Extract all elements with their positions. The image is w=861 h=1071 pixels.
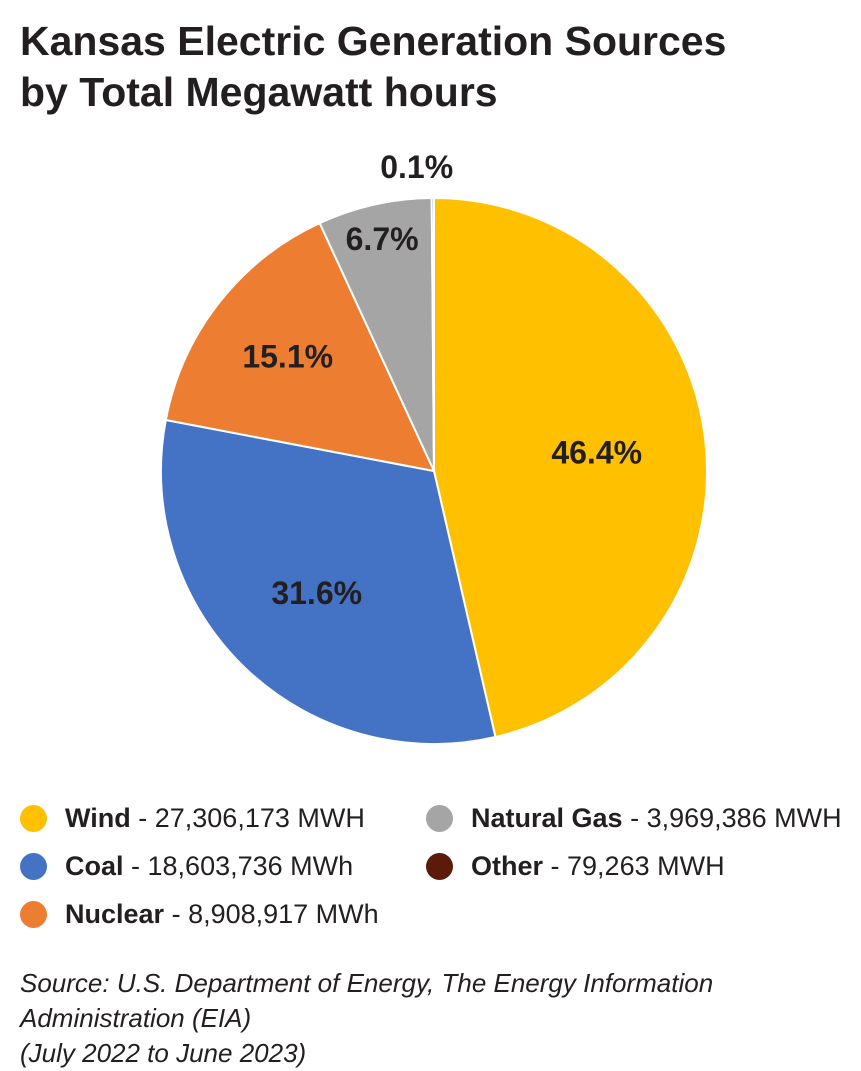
pie-slice-coal — [160, 419, 497, 745]
source-note: Source: U.S. Department of Energy, The E… — [20, 966, 850, 1071]
source-line-1: Source: U.S. Department of Energy, The E… — [20, 968, 714, 1033]
source-line-2: (July 2022 to June 2023) — [20, 1038, 307, 1068]
legend-value-nuclear: 8,908,917 MWh — [188, 899, 379, 929]
legend-separator: - — [543, 851, 568, 881]
chart-title: Kansas Electric Generation Sources by To… — [20, 16, 850, 118]
legend-value-other: 79,263 MWH — [567, 851, 725, 881]
legend-dot-natural-gas — [426, 804, 453, 832]
chart-title-line-1: Kansas Electric Generation Sources — [20, 18, 727, 64]
legend-separator: - — [622, 803, 647, 833]
legend-value-coal: 18,603,736 MWh — [147, 851, 354, 881]
slice-label-coal: 31.6% — [271, 575, 362, 611]
legend-item-other: Other - 79,263 MWH — [426, 846, 725, 886]
legend-dot-wind — [20, 804, 47, 832]
chart-title-line-2: by Total Megawatt hours — [20, 69, 498, 115]
pie-slice-other — [430, 197, 435, 472]
legend-dot-nuclear — [20, 900, 47, 928]
legend-dot-other — [426, 852, 453, 880]
legend-name-nuclear: Nuclear — [65, 899, 165, 929]
legend-separator: - — [164, 899, 189, 929]
legend-item-nuclear: Nuclear - 8,908,917 MWh — [20, 894, 379, 934]
legend-name-coal: Coal — [65, 851, 124, 881]
slice-label-wind: 46.4% — [551, 434, 642, 470]
legend-name-other: Other — [471, 851, 544, 881]
pie-slice-nuclear — [164, 222, 435, 472]
legend-dot-coal — [20, 852, 47, 880]
legend-name-wind: Wind — [65, 803, 131, 833]
slice-label-other: 0.1% — [380, 149, 453, 185]
legend-item-natural-gas: Natural Gas - 3,969,386 MWH — [426, 798, 842, 838]
legend-item-wind: Wind - 27,306,173 MWH — [20, 798, 365, 838]
legend-value-wind: 27,306,173 MWH — [154, 803, 365, 833]
legend-item-coal: Coal - 18,603,736 MWh — [20, 846, 353, 886]
pie-chart: 46.4% 31.6% 15.1% 6.7% 0.1% — [160, 149, 708, 745]
pie-slice-natural-gas — [318, 197, 435, 472]
legend-name-natural-gas: Natural Gas — [471, 803, 623, 833]
legend: Wind - 27,306,173 MWH Coal - 18,603,736 … — [20, 795, 850, 945]
slice-label-natural-gas: 6.7% — [346, 221, 419, 257]
pie-slice-wind — [433, 197, 708, 738]
legend-separator: - — [130, 803, 155, 833]
legend-separator: - — [123, 851, 148, 881]
slice-label-nuclear: 15.1% — [242, 339, 333, 375]
legend-value-natural-gas: 3,969,386 MWH — [646, 803, 842, 833]
